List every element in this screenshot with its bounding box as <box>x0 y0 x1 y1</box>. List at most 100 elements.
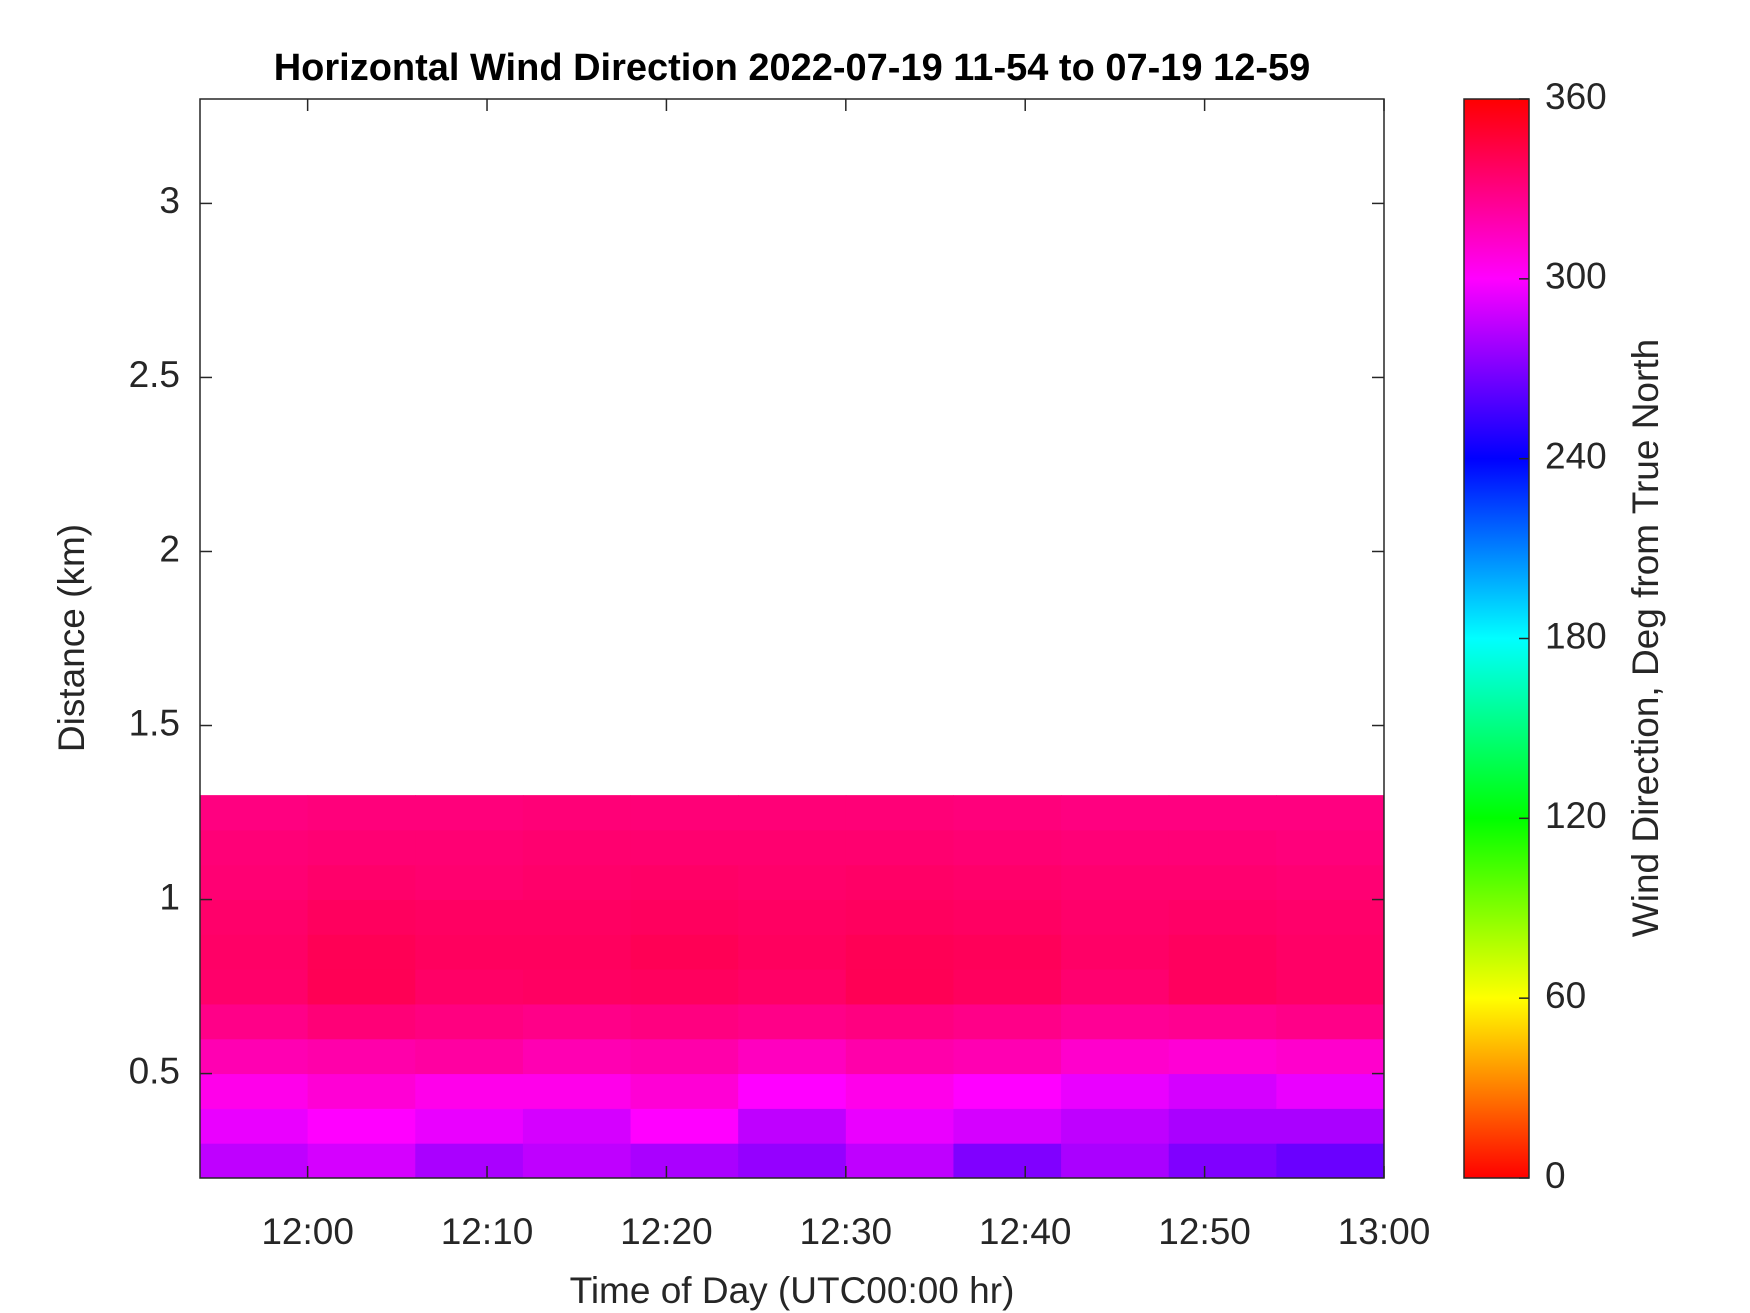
heatmap-cell <box>1168 969 1277 1005</box>
heatmap-cell <box>738 899 847 935</box>
heatmap-cell <box>1276 795 1385 831</box>
heatmap-cell <box>522 1038 632 1075</box>
y-tick-label: 2 <box>159 528 180 569</box>
heatmap-cell <box>630 1003 739 1040</box>
heatmap-cell <box>738 1143 847 1179</box>
colorbar-tick-label: 60 <box>1545 975 1586 1016</box>
heatmap-cell <box>200 899 309 935</box>
x-tick-label: 13:00 <box>1338 1211 1431 1252</box>
heatmap-cell <box>200 969 309 1005</box>
heatmap-cell <box>630 969 739 1005</box>
x-axis-label: Time of Day (UTC00:00 hr) <box>570 1270 1015 1311</box>
y-tick-label: 1.5 <box>129 702 180 743</box>
colorbar-tick-label: 180 <box>1545 615 1607 656</box>
colorbar-tick-label: 360 <box>1545 76 1607 117</box>
heatmap-cell <box>845 795 954 831</box>
heatmap-cell <box>415 1038 524 1075</box>
heatmap-cell <box>1168 795 1277 831</box>
heatmap-cell <box>522 1108 632 1144</box>
heatmap-cell <box>738 1038 847 1075</box>
heatmap-cell <box>200 1108 309 1144</box>
heatmap-cell <box>200 829 309 866</box>
heatmap-cell <box>1061 1038 1170 1075</box>
heatmap-cell <box>307 1108 416 1144</box>
heatmap-cell <box>630 1143 739 1179</box>
heatmap-cell <box>1061 1003 1170 1040</box>
heatmap-cell <box>522 829 632 866</box>
heatmap-cell <box>522 1073 632 1109</box>
heatmap-cell <box>1061 829 1170 866</box>
heatmap-cell <box>1061 1108 1170 1144</box>
heatmap-cell <box>415 1108 524 1144</box>
heatmap-cell <box>415 864 524 901</box>
heatmap-cell <box>845 829 954 866</box>
heatmap-cell <box>953 1038 1062 1075</box>
heatmap-cell <box>1276 1143 1385 1179</box>
heatmap-cell <box>307 864 416 901</box>
heatmap-cell <box>630 1108 739 1144</box>
colorbar-label: Wind Direction, Deg from True North <box>1625 339 1666 937</box>
colorbar-tick-label: 240 <box>1545 435 1607 476</box>
heatmap-cell <box>953 1143 1062 1179</box>
heatmap-cell <box>307 934 416 970</box>
heatmap-cell <box>200 1003 309 1040</box>
heatmap-cell <box>845 1003 954 1040</box>
heatmap-cell <box>953 969 1062 1005</box>
heatmap-cell <box>200 934 309 970</box>
heatmap-cell <box>415 795 524 831</box>
heatmap-cell <box>1276 969 1385 1005</box>
heatmap-cell <box>522 934 632 970</box>
heatmap-cell <box>522 795 632 831</box>
heatmap-cell <box>738 969 847 1005</box>
heatmap-cell <box>522 864 632 901</box>
heatmap-cell <box>845 864 954 901</box>
heatmap-cell <box>738 864 847 901</box>
heatmap-cell <box>1276 1038 1385 1075</box>
heatmap-cell <box>738 795 847 831</box>
heatmap-cell <box>522 1003 632 1040</box>
x-tick-label: 12:20 <box>620 1211 713 1252</box>
heatmap-cell <box>307 829 416 866</box>
heatmap-cell <box>1168 864 1277 901</box>
heatmap-cell <box>1168 829 1277 866</box>
heatmap-cell <box>630 1073 739 1109</box>
heatmap-cell <box>630 864 739 901</box>
chart-title: Horizontal Wind Direction 2022-07-19 11-… <box>274 47 1311 89</box>
heatmap-cell <box>1061 864 1170 901</box>
heatmap-cell <box>738 1073 847 1109</box>
heatmap-cell <box>953 864 1062 901</box>
heatmap-cell <box>415 1143 524 1179</box>
heatmap-cell <box>1276 1003 1385 1040</box>
heatmap-cell <box>522 969 632 1005</box>
heatmap-cell <box>307 795 416 831</box>
heatmap-cell <box>1276 1108 1385 1144</box>
heatmap-cell <box>845 1073 954 1109</box>
heatmap-cell <box>845 1038 954 1075</box>
heatmap-cell <box>738 829 847 866</box>
colorbar-tick-label: 300 <box>1545 256 1607 297</box>
heatmap-cell <box>307 1003 416 1040</box>
heatmap-cell <box>200 795 309 831</box>
heatmap-cell <box>630 899 739 935</box>
heatmap-cell <box>1168 1143 1277 1179</box>
heatmap-cell <box>415 1073 524 1109</box>
x-tick-label: 12:10 <box>441 1211 534 1252</box>
heatmap-cell <box>415 934 524 970</box>
heatmap-cell <box>845 1108 954 1144</box>
colorbar-tick-label: 120 <box>1545 795 1607 836</box>
heatmap-cells <box>200 795 1385 1179</box>
heatmap-cell <box>1168 899 1277 935</box>
heatmap-cell <box>1168 1108 1277 1144</box>
heatmap-cell <box>953 1073 1062 1109</box>
heatmap-cell <box>307 969 416 1005</box>
heatmap-cell <box>738 1003 847 1040</box>
heatmap-cell <box>200 1143 309 1179</box>
x-tick-label: 12:50 <box>1158 1211 1251 1252</box>
heatmap-cell <box>953 934 1062 970</box>
heatmap-cell <box>738 1108 847 1144</box>
y-tick-label: 0.5 <box>129 1050 180 1091</box>
heatmap-cell <box>738 934 847 970</box>
heatmap-cell <box>522 899 632 935</box>
x-tick-label: 12:00 <box>261 1211 354 1252</box>
